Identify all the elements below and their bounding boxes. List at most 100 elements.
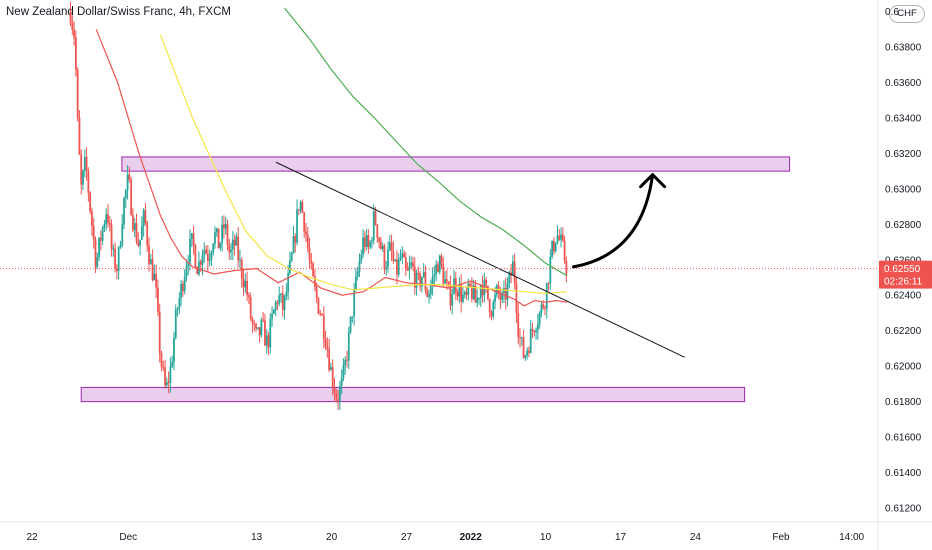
candle-body — [228, 245, 231, 253]
candle-body — [305, 231, 307, 235]
candle-body — [331, 367, 334, 388]
candle-body — [511, 261, 514, 276]
time-tick-label: Feb — [772, 532, 790, 543]
candle-body — [371, 240, 373, 242]
candle-body — [465, 292, 468, 295]
time-tick-label: 17 — [615, 532, 627, 543]
candle-body — [520, 337, 523, 339]
candle-body — [438, 255, 441, 273]
candle-body — [469, 283, 471, 287]
candle-body — [162, 366, 165, 368]
candle-body — [176, 308, 179, 310]
candle-body — [224, 223, 227, 229]
candle-body — [269, 319, 272, 348]
candle-body — [139, 239, 141, 246]
candle-body — [558, 235, 561, 240]
candle-body — [117, 247, 120, 271]
candle-body — [526, 350, 529, 356]
candle-body — [328, 349, 331, 371]
candle-body — [108, 222, 111, 225]
support-zone — [80, 386, 746, 403]
candle-body — [515, 283, 518, 314]
candle-body — [189, 239, 191, 264]
candle-body — [490, 312, 493, 317]
candle-body — [353, 289, 356, 317]
candle-body — [294, 236, 297, 243]
candle-body — [376, 224, 379, 238]
candle-body — [346, 359, 348, 361]
candle-body — [501, 292, 504, 300]
candle-body — [130, 179, 133, 216]
candle-body — [80, 154, 83, 185]
candle-body — [447, 281, 450, 286]
candle-body — [171, 362, 174, 367]
candle-body — [205, 249, 207, 254]
candle-body — [404, 257, 407, 270]
candle-body — [344, 359, 347, 366]
candle-body — [513, 261, 516, 284]
candle-body — [422, 272, 425, 278]
candle-body — [155, 273, 158, 288]
candle-body — [536, 324, 539, 331]
price-axis[interactable]: 0.61200 0.61400 0.61600 0.61800 0.62000 0.622… — [885, 7, 922, 514]
price-tick-label: 0.62000 — [885, 362, 922, 373]
drawings — [0, 161, 878, 358]
candle-body — [390, 242, 393, 252]
candle-body — [481, 285, 484, 296]
candle-body — [271, 313, 273, 320]
candle-body — [356, 271, 359, 277]
candle-body — [560, 234, 562, 240]
candle-body — [149, 259, 152, 265]
candle-body — [487, 285, 489, 300]
price-tick-label: 0.63000 — [885, 184, 922, 195]
candle-body — [451, 294, 454, 306]
currency-badge[interactable]: CHF — [889, 5, 925, 23]
candle-body — [78, 117, 81, 155]
price-tick-label: 0.61200 — [885, 504, 922, 515]
candle-body — [128, 174, 131, 180]
candle-body — [289, 260, 291, 274]
candle-body — [107, 213, 109, 223]
resistance-zone — [121, 156, 791, 172]
candle-body — [308, 248, 311, 261]
candle-body — [217, 228, 220, 249]
candle-body — [410, 262, 413, 266]
candle-body — [338, 386, 341, 401]
price-zones — [80, 156, 791, 403]
candle-body — [164, 367, 166, 386]
candle-body — [478, 298, 480, 300]
candle-body — [460, 284, 463, 302]
candle-body — [231, 239, 234, 250]
candle-body — [83, 156, 86, 171]
candle-body — [235, 236, 238, 246]
candle-body — [547, 283, 550, 285]
candle-body — [96, 257, 99, 268]
candle-body — [428, 294, 430, 297]
candle-body — [467, 283, 470, 295]
candle-body — [553, 241, 555, 252]
candle-body — [485, 279, 488, 286]
price-tick-label: 0.62400 — [885, 291, 922, 302]
candle-body — [287, 273, 290, 293]
time-tick-label: 14:00 — [839, 532, 864, 543]
candle-body — [399, 257, 402, 260]
candle-body — [479, 285, 482, 299]
candle-body — [330, 367, 332, 371]
candle-body — [340, 378, 343, 387]
candle-body — [253, 323, 256, 325]
candle-body — [148, 245, 150, 265]
candle-body — [212, 243, 215, 253]
candle-body — [504, 287, 507, 300]
time-axis[interactable]: 22 Dec 13 20 27 2022 10 17 24 Feb 14:00 — [26, 532, 864, 543]
candle-body — [226, 223, 229, 246]
candle-body — [563, 240, 566, 261]
candle-body — [132, 215, 134, 230]
candle-body — [392, 251, 395, 261]
candle-body — [242, 279, 245, 288]
candle-body — [89, 192, 92, 211]
candle-body — [545, 283, 548, 309]
candle-body — [278, 295, 281, 304]
candle-body — [140, 226, 143, 240]
